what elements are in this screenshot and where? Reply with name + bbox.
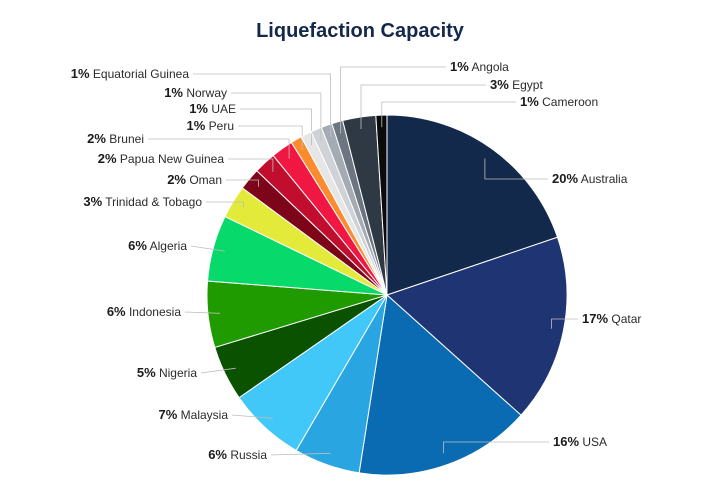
slice-name-equatorial-guinea: Equatorial Guinea: [90, 67, 190, 81]
leader-line-angola: [340, 66, 446, 134]
leader-line-equatorial-guinea: [193, 73, 332, 137]
slice-label-usa: 16% USA: [553, 434, 607, 449]
slice-name-algeria: Algeria: [147, 239, 187, 253]
slice-percent-trinidad-and-tobago: 3%: [83, 194, 102, 209]
slice-name-russia: Russia: [227, 448, 267, 462]
slice-name-papua-new-guinea: Papua New Guinea: [117, 152, 225, 166]
slice-percent-peru: 1%: [187, 118, 206, 133]
leader-line-russia: [270, 452, 331, 456]
slice-label-australia: 20% Australia: [552, 171, 628, 186]
pie-slice-australia: [386, 114, 559, 296]
slice-label-cameroon: 1% Cameroon: [520, 94, 598, 109]
slice-label-algeria: 6% Algeria: [128, 238, 187, 253]
chart-title: Liquefaction Capacity: [256, 20, 464, 42]
slice-percent-equatorial-guinea: 1%: [71, 66, 90, 81]
slice-label-trinidad-and-tobago: 3% Trinidad & Tobago: [83, 194, 202, 209]
leader-line-trinidad-and-tobago: [206, 201, 244, 208]
slice-percent-oman: 2%: [167, 172, 186, 187]
slice-name-peru: Peru: [205, 119, 234, 133]
slice-label-russia: 6% Russia: [208, 447, 267, 462]
leader-line-papua-new-guinea: [228, 158, 274, 172]
slice-label-malaysia: 7% Malaysia: [159, 407, 229, 422]
slice-label-norway: 1% Norway: [164, 85, 227, 100]
slice-percent-indonesia: 6%: [107, 304, 126, 319]
slice-name-usa: USA: [579, 435, 607, 449]
slice-name-australia: Australia: [578, 172, 628, 186]
slice-name-cameroon: Cameroon: [539, 95, 598, 109]
slice-name-oman: Oman: [186, 173, 222, 187]
slice-name-norway: Norway: [183, 86, 227, 100]
slice-name-trinidad-and-tobago: Trinidad & Tobago: [102, 195, 202, 209]
slice-name-nigeria: Nigeria: [156, 366, 198, 380]
slice-label-angola: 1% Angola: [450, 59, 509, 74]
slice-label-uae: 1% UAE: [189, 101, 236, 116]
slice-percent-brunei: 2%: [87, 131, 106, 146]
slice-label-equatorial-guinea: 1% Equatorial Guinea: [71, 66, 190, 81]
leader-line-egypt: [360, 84, 486, 129]
slice-label-peru: 1% Peru: [187, 118, 234, 133]
slice-label-papua-new-guinea: 2% Papua New Guinea: [98, 151, 225, 166]
leader-line-norway: [231, 92, 322, 141]
slice-percent-angola: 1%: [450, 59, 469, 74]
slice-name-uae: UAE: [208, 102, 236, 116]
pie-slice-qatar: [386, 236, 568, 416]
leader-line-australia: [484, 158, 548, 180]
slice-percent-norway: 1%: [164, 85, 183, 100]
slice-percent-papua-new-guinea: 2%: [98, 151, 117, 166]
slice-label-indonesia: 6% Indonesia: [107, 304, 182, 319]
slice-percent-australia: 20%: [552, 171, 578, 186]
slice-percent-qatar: 17%: [582, 311, 608, 326]
leader-line-brunei: [148, 138, 290, 159]
leader-line-malaysia: [231, 414, 273, 419]
slice-label-qatar: 17% Qatar: [582, 311, 641, 326]
pie-slice-usa: [358, 294, 522, 476]
leader-line-oman: [226, 179, 259, 187]
slice-percent-nigeria: 5%: [137, 365, 156, 380]
slice-percent-egypt: 3%: [490, 77, 509, 92]
slice-name-brunei: Brunei: [106, 132, 144, 146]
slice-percent-algeria: 6%: [128, 238, 147, 253]
slice-percent-cameroon: 1%: [520, 94, 539, 109]
slice-percent-usa: 16%: [553, 434, 579, 449]
slice-percent-malaysia: 7%: [159, 407, 178, 422]
leader-line-usa: [442, 441, 549, 454]
slice-label-oman: 2% Oman: [167, 172, 222, 187]
slice-name-egypt: Egypt: [509, 78, 544, 92]
slice-name-angola: Angola: [469, 60, 509, 74]
slice-name-malaysia: Malaysia: [177, 408, 228, 422]
slice-name-indonesia: Indonesia: [126, 305, 182, 319]
leader-line-peru: [238, 125, 303, 150]
slice-label-brunei: 2% Brunei: [87, 131, 144, 146]
slice-label-egypt: 3% Egypt: [490, 77, 543, 92]
slice-name-qatar: Qatar: [608, 312, 641, 326]
leader-line-nigeria: [200, 367, 236, 374]
slice-percent-uae: 1%: [189, 101, 208, 116]
slice-label-nigeria: 5% Nigeria: [137, 365, 197, 380]
leader-line-algeria: [190, 245, 225, 252]
leader-line-cameroon: [381, 101, 516, 128]
slice-percent-russia: 6%: [208, 447, 227, 462]
leader-line-indonesia: [184, 311, 221, 314]
leader-line-qatar: [551, 318, 578, 329]
